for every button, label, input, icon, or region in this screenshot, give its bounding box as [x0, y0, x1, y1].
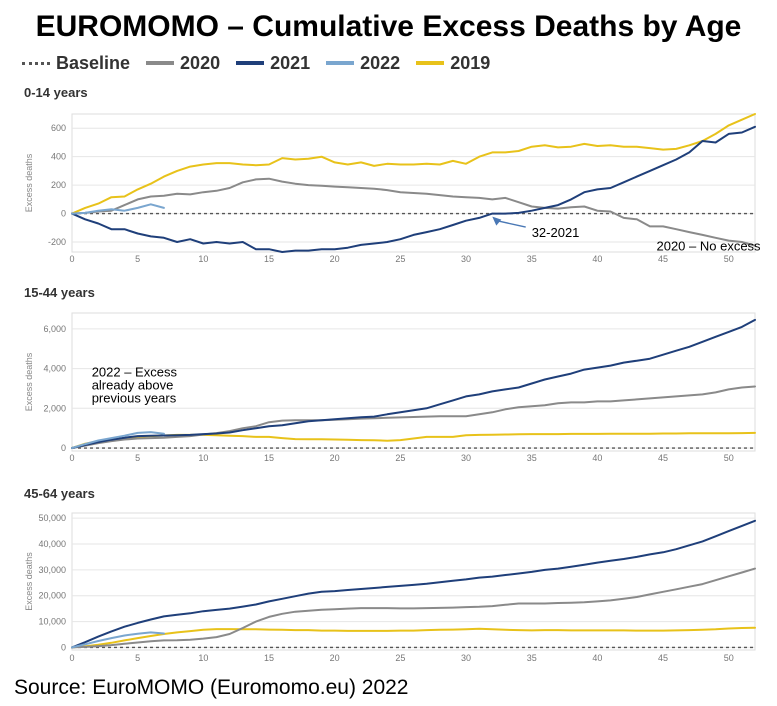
y-axis-label: Excess deaths [24, 552, 34, 611]
x-tick-label: 10 [198, 254, 208, 264]
legend-swatch-2020 [146, 61, 175, 65]
chart-title: 15-44 years [24, 285, 95, 300]
y-tick-label: 200 [51, 180, 66, 190]
annotation-text: already above [92, 377, 174, 392]
page-title: EUROMOMO – Cumulative Excess Deaths by A… [35, 10, 742, 43]
legend-swatch-2019 [416, 61, 445, 65]
legend-swatch-baseline [22, 61, 50, 65]
x-tick-label: 35 [527, 453, 537, 463]
x-tick-label: 10 [198, 653, 208, 663]
legend-item-2020: 2020 [146, 53, 220, 74]
x-tick-label: 50 [724, 453, 734, 463]
x-tick-label: 35 [527, 254, 537, 264]
x-tick-label: 30 [461, 653, 471, 663]
y-tick-label: 400 [51, 152, 66, 162]
x-tick-label: 0 [69, 653, 74, 663]
y-tick-label: 10,000 [38, 617, 66, 627]
x-tick-label: 40 [592, 254, 602, 264]
y-tick-label: 50,000 [38, 513, 66, 523]
x-tick-label: 15 [264, 653, 274, 663]
legend-label-2020: 2020 [180, 52, 221, 73]
series-line-2022 [71, 203, 165, 215]
x-tick-label: 30 [461, 453, 471, 463]
y-axis-label: Excess deaths [24, 352, 34, 411]
source-note: Source: EuroMOMO (Euromomo.eu) 2022 [14, 676, 409, 699]
x-tick-label: 20 [330, 653, 340, 663]
x-tick-label: 50 [724, 653, 734, 663]
x-tick-label: 25 [395, 254, 405, 264]
chart-panel-1: 15-44 years 0 2,000 4,000 6,000 0 5 10 15 20 25 30 3… [24, 285, 756, 463]
x-tick-label: 5 [135, 254, 140, 264]
legend-label-baseline: Baseline [56, 52, 131, 73]
series-line-2019 [71, 113, 756, 215]
y-tick-label: 40,000 [38, 539, 66, 549]
x-tick-label: 10 [198, 453, 208, 463]
chart-title: 45-64 years [24, 486, 95, 501]
legend-swatch-2021 [236, 61, 265, 65]
legend-label-2019: 2019 [450, 52, 491, 73]
legend-swatch-2022 [326, 61, 355, 65]
annotation-text: 2020 – No excess [656, 239, 761, 254]
x-tick-label: 20 [330, 254, 340, 264]
x-tick-label: 45 [658, 453, 668, 463]
x-tick-label: 35 [527, 653, 537, 663]
series-line-2020 [71, 567, 756, 649]
x-tick-label: 5 [135, 453, 140, 463]
legend-item-2019: 2019 [416, 53, 490, 74]
legend: Baseline 2020 2021 2022 2019 [22, 52, 506, 74]
annotation-text: 32-2021 [532, 225, 580, 240]
y-tick-label: 0 [61, 209, 66, 219]
annotation-text: 2022 – Excess [92, 365, 178, 380]
y-tick-label: 0 [61, 443, 66, 453]
x-tick-label: 45 [658, 653, 668, 663]
annotation-arrow [496, 219, 526, 228]
x-tick-label: 25 [395, 453, 405, 463]
x-tick-label: 20 [330, 453, 340, 463]
legend-item-baseline: Baseline [22, 53, 130, 74]
series-line-2022 [71, 631, 165, 649]
y-tick-label: 600 [51, 123, 66, 133]
series-line-2020 [71, 177, 756, 247]
series-line-2020 [71, 385, 756, 449]
y-tick-label: 20,000 [38, 591, 66, 601]
legend-label-2021: 2021 [270, 52, 311, 73]
x-tick-label: 0 [69, 453, 74, 463]
annotation-arrowhead [492, 216, 502, 226]
x-tick-label: 15 [264, 453, 274, 463]
legend-item-2021: 2021 [236, 53, 310, 74]
y-tick-label: -200 [48, 237, 66, 247]
x-tick-label: 15 [264, 254, 274, 264]
x-tick-label: 30 [461, 254, 471, 264]
x-tick-label: 5 [135, 653, 140, 663]
x-tick-label: 45 [658, 254, 668, 264]
legend-item-2022: 2022 [326, 53, 400, 74]
y-axis-label: Excess deaths [24, 153, 34, 212]
x-tick-label: 40 [592, 453, 602, 463]
annotation-text: previous years [92, 390, 177, 405]
series-line-2021 [71, 125, 756, 253]
plot-frame [71, 312, 756, 452]
series-line-2021 [71, 519, 756, 649]
x-tick-label: 0 [69, 254, 74, 264]
y-tick-label: 0 [61, 642, 66, 652]
chart-title: 0-14 years [24, 85, 88, 100]
legend-label-2022: 2022 [360, 52, 401, 73]
chart-panel-2: 45-64 years 0 10,000 20,000 30,000 40,000 50,0… [24, 486, 756, 663]
x-tick-label: 50 [724, 254, 734, 264]
x-tick-label: 25 [395, 653, 405, 663]
y-tick-label: 2,000 [43, 403, 66, 413]
y-tick-label: 4,000 [43, 364, 66, 374]
plot-frame [71, 113, 756, 253]
series-line-2019 [71, 626, 756, 649]
series-line-2022 [71, 431, 165, 449]
x-tick-label: 40 [592, 653, 602, 663]
y-tick-label: 30,000 [38, 565, 66, 575]
y-tick-label: 6,000 [43, 324, 66, 334]
plot-frame [71, 512, 756, 651]
series-line-2021 [71, 318, 756, 449]
